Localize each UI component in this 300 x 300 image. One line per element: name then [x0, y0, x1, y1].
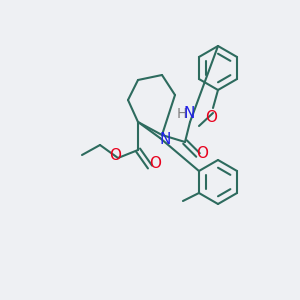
Text: O: O — [149, 157, 161, 172]
Text: O: O — [205, 110, 217, 124]
Text: O: O — [196, 146, 208, 160]
Text: N: N — [183, 106, 195, 122]
Text: H: H — [177, 107, 187, 121]
Text: N: N — [159, 131, 171, 146]
Text: O: O — [109, 148, 121, 163]
